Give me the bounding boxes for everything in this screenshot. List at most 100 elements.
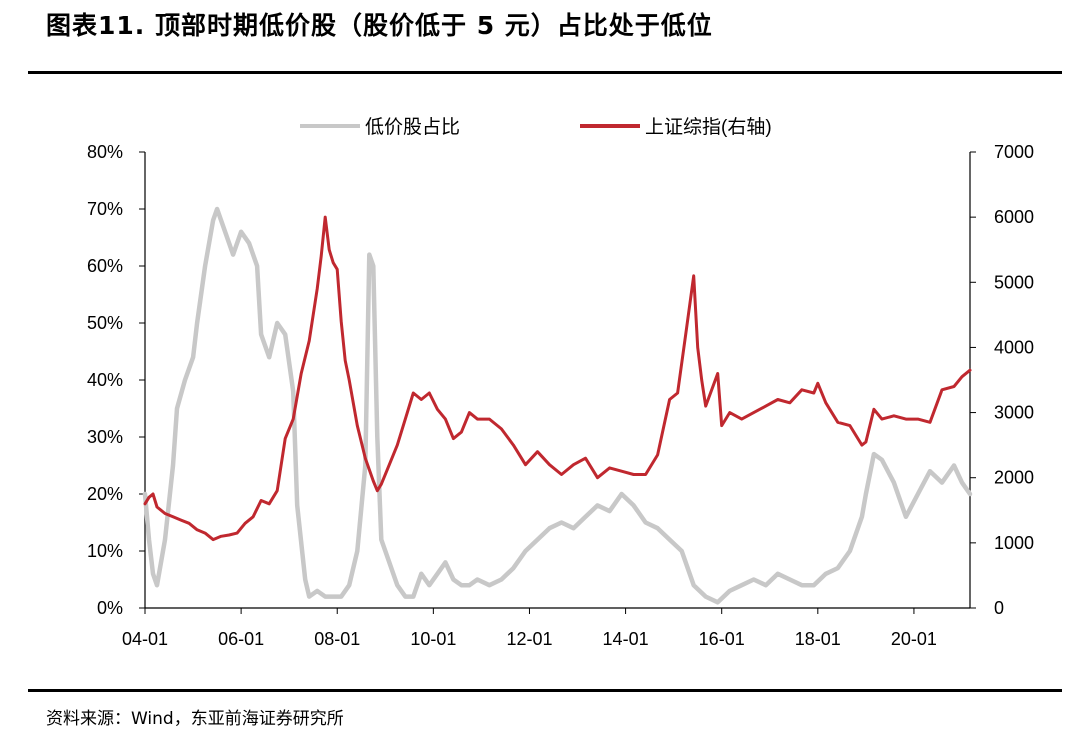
- left-axis-tick-label: 50%: [87, 313, 123, 333]
- low-price-share-point: [356, 549, 359, 553]
- sse-index-point: [500, 427, 503, 431]
- sse-index-point: [960, 375, 964, 378]
- low-price-share-point: [388, 561, 391, 564]
- low-price-share-point: [488, 584, 491, 587]
- sse-index-point: [676, 391, 679, 395]
- right-axis-tick-label: 2000: [994, 468, 1034, 488]
- sse-index-point: [155, 505, 159, 509]
- sse-index-point: [219, 535, 223, 538]
- low-price-share-point: [952, 464, 956, 467]
- sse-index-point: [668, 398, 671, 401]
- sse-index-point: [211, 538, 215, 541]
- sse-index-point: [608, 466, 611, 470]
- x-axis-tick-label: 08-01: [314, 629, 360, 649]
- low-price-share-point: [151, 572, 155, 575]
- series-line-sse-index-points: [143, 215, 972, 541]
- left-axis-tick-label: 10%: [87, 541, 123, 561]
- low-price-share-point: [348, 584, 351, 587]
- sse-index-point: [644, 473, 647, 476]
- low-price-share-point: [404, 595, 407, 598]
- sse-index-point: [880, 417, 884, 421]
- sse-index-point: [171, 515, 175, 518]
- chart-legend: 低价股占比 上证综指(右轴): [300, 116, 772, 138]
- sse-index-point: [836, 421, 839, 424]
- sse-index-point: [420, 398, 423, 401]
- low-price-share-point: [163, 538, 167, 541]
- dual-axis-line-chart: 0% 10% 20% 30% 40% 50% 60% 70% 80% 0 1000 2000 3000 4…: [87, 116, 1034, 649]
- low-price-share-point: [500, 578, 503, 581]
- series-line-low-price-share: [142, 206, 973, 605]
- sse-index-point: [276, 489, 279, 492]
- low-price-share-point: [836, 566, 839, 570]
- sse-index-point: [324, 215, 327, 219]
- low-price-share-point: [848, 549, 852, 553]
- low-price-share-point: [316, 589, 319, 593]
- right-axis-tick-label: 6000: [994, 207, 1034, 227]
- low-price-share-point: [215, 207, 219, 211]
- sse-index-point: [476, 417, 479, 421]
- sse-index-point: [316, 287, 319, 290]
- low-price-share-point: [916, 492, 920, 496]
- sse-index-point: [596, 476, 599, 479]
- sse-index-point: [308, 339, 311, 343]
- low-price-share-point: [143, 492, 147, 496]
- x-axis-tick-label: 18-01: [795, 629, 841, 649]
- low-price-share-point: [171, 464, 175, 467]
- low-price-share-point: [788, 578, 791, 581]
- low-price-share-point: [536, 538, 539, 541]
- low-price-share-point: [764, 584, 767, 587]
- sse-index-point: [632, 473, 635, 476]
- sse-index-point: [243, 522, 247, 525]
- low-price-share-point: [880, 458, 884, 461]
- sse-index-point: [696, 346, 699, 349]
- sse-index-point: [364, 457, 367, 460]
- sse-index-point: [468, 411, 471, 414]
- low-price-share-point: [864, 492, 868, 496]
- low-price-share-point: [620, 492, 623, 496]
- low-price-share-point: [444, 561, 447, 564]
- low-price-share-point: [195, 321, 199, 325]
- low-price-share-point: [752, 578, 755, 581]
- sse-index-point: [620, 470, 623, 473]
- sse-index-point: [764, 404, 767, 408]
- low-price-share-point: [476, 578, 479, 581]
- sse-index-point: [536, 450, 539, 453]
- sse-index-point: [872, 408, 876, 411]
- sse-index-point: [444, 417, 447, 421]
- low-price-share-point: [776, 572, 779, 575]
- x-axis-tick-label: 20-01: [891, 629, 937, 649]
- sse-index-point: [904, 417, 908, 421]
- low-price-share-point: [211, 219, 215, 222]
- low-price-share-point: [512, 566, 515, 570]
- sse-index-point: [864, 440, 868, 444]
- sse-index-point: [716, 372, 719, 375]
- low-price-share-point: [692, 584, 695, 587]
- sse-index-point: [816, 382, 819, 385]
- low-price-share-point: [223, 230, 227, 233]
- legend-label-low-price-share: 低价股占比: [365, 116, 460, 138]
- sse-index-point: [300, 372, 303, 375]
- low-price-share-point: [716, 601, 719, 604]
- low-price-share-point: [560, 521, 563, 524]
- low-price-share-point: [680, 549, 683, 553]
- sse-index-point: [376, 489, 379, 492]
- top-rule: [28, 71, 1062, 74]
- low-price-share-point: [704, 595, 707, 598]
- sse-index-point: [292, 417, 295, 421]
- low-price-share-point: [584, 515, 587, 518]
- sse-index-point: [776, 398, 779, 401]
- sse-index-point: [720, 424, 723, 427]
- low-price-share-point: [376, 435, 379, 439]
- left-axis-tick-label: 80%: [87, 142, 123, 162]
- left-axis-tick-label: 40%: [87, 370, 123, 390]
- sse-index-point: [388, 463, 391, 466]
- right-axis-tick-label: 5000: [994, 272, 1034, 292]
- series-line-sse-index: [143, 215, 972, 542]
- low-price-share-point: [324, 595, 327, 598]
- sse-index-point: [584, 457, 587, 460]
- low-price-share-point: [239, 230, 243, 233]
- sse-index-point: [203, 531, 207, 535]
- low-price-share-point: [247, 242, 251, 245]
- sse-index-point: [916, 417, 920, 421]
- low-price-share-point: [928, 470, 932, 473]
